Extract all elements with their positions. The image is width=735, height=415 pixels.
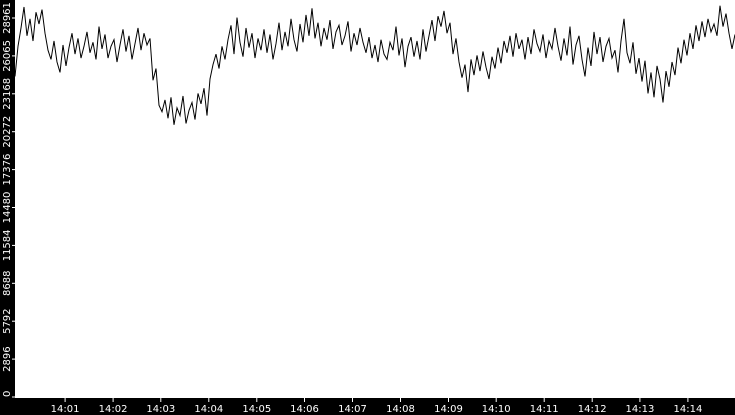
x-tick-label: 14:02	[99, 404, 128, 415]
y-tick-label: 2896	[2, 346, 13, 371]
x-tick-label: 14:01	[51, 404, 80, 415]
x-tick-label: 14:08	[386, 404, 415, 415]
x-tick-label: 14:05	[242, 404, 271, 415]
x-tick-label: 14:11	[530, 404, 559, 415]
y-tick-label: 11584	[2, 229, 13, 261]
y-tick-label: 26065	[2, 40, 13, 72]
x-tick-label: 14:14	[673, 404, 702, 415]
x-axis-bar	[0, 398, 735, 415]
x-tick-label: 14:07	[338, 404, 367, 415]
x-tick-label: 14:03	[146, 404, 175, 415]
x-tick-label: 14:10	[482, 404, 511, 415]
y-tick-label: 14480	[2, 192, 13, 224]
y-tick-label: 5792	[2, 308, 13, 333]
x-tick-label: 14:09	[434, 404, 463, 415]
y-tick-label: 17376	[2, 154, 13, 186]
y-tick-label: 8688	[2, 271, 13, 296]
x-tick-label: 14:12	[578, 404, 607, 415]
y-tick-label: 0	[2, 391, 13, 397]
y-tick-label: 23168	[2, 78, 13, 110]
y-tick-label: 28961	[2, 2, 13, 34]
x-tick-label: 14:06	[290, 404, 319, 415]
x-tick-label: 14:13	[625, 404, 654, 415]
data-line	[14, 5, 735, 125]
x-tick-label: 14:04	[194, 404, 223, 415]
y-axis-bar	[0, 0, 15, 415]
y-tick-label: 20272	[2, 116, 13, 148]
